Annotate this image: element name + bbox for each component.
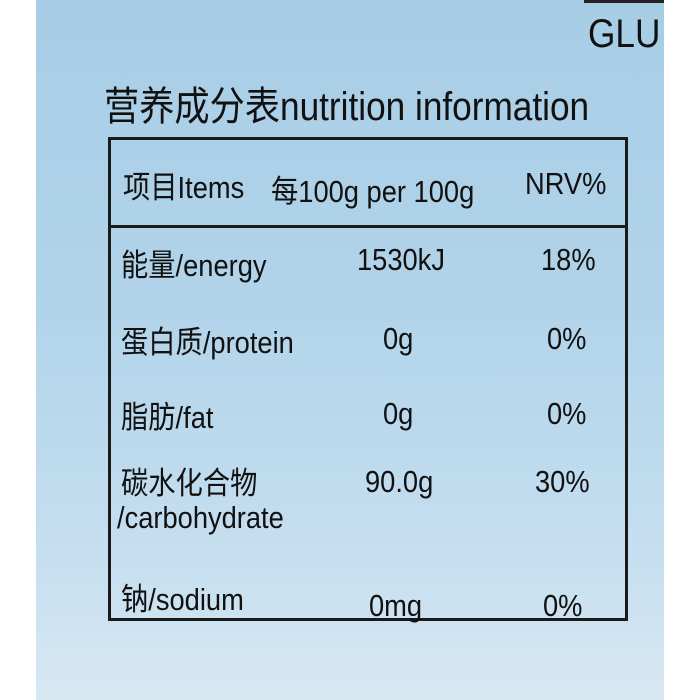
item-name: 蛋白质/protein	[121, 325, 294, 360]
item-name-english: /carbohydrate	[117, 500, 284, 535]
nrv-value: 30%	[535, 464, 590, 499]
label-photo: GLU 营养成分表nutrition information 项目Items 每…	[36, 0, 664, 700]
header-items: 项目Items	[123, 170, 245, 205]
table-header: 项目Items 每100g per 100g NRV%	[111, 140, 625, 228]
per-100g-value: 0mg	[369, 588, 423, 623]
brand-fragment: GLU	[588, 12, 661, 56]
per-100g-value: 0g	[383, 321, 414, 356]
header-nrv: NRV%	[525, 166, 607, 201]
item-name: 脂肪/fat	[121, 400, 214, 435]
item-name: 钠/sodium	[121, 582, 244, 617]
nrv-value: 0%	[547, 321, 587, 356]
item-name: 碳水化合物	[121, 466, 258, 501]
per-100g-value: 90.0g	[365, 464, 434, 499]
nrv-value: 18%	[541, 242, 596, 277]
top-border-line	[584, 0, 664, 3]
item-name: 能量/energy	[121, 248, 267, 283]
nrv-value: 0%	[543, 588, 583, 623]
per-100g-value: 0g	[383, 396, 414, 431]
nutrition-table: 项目Items 每100g per 100g NRV% 能量/energy 15…	[108, 137, 628, 623]
nrv-value: 0%	[547, 396, 587, 431]
header-per-100g: 每100g per 100g	[271, 174, 475, 209]
per-100g-value: 1530kJ	[357, 242, 445, 277]
nutrition-title: 营养成分表nutrition information	[104, 85, 590, 129]
